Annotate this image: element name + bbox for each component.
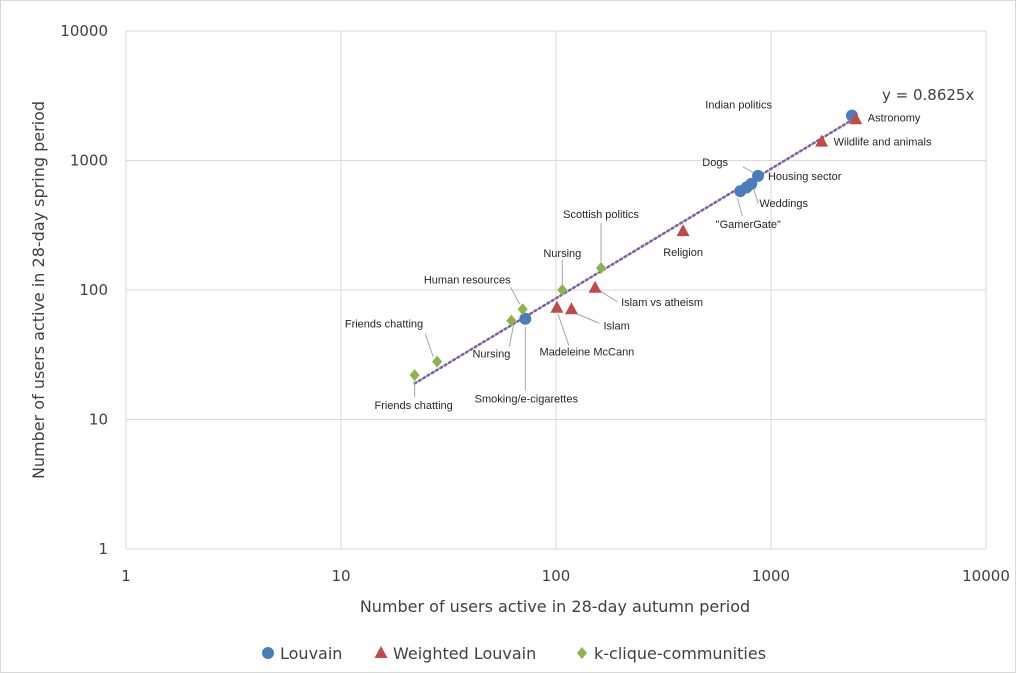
x-axis-title: Number of users active in 28-day autumn … <box>360 597 750 616</box>
annotation-label: Astronomy <box>868 112 921 124</box>
trendline-group: y = 0.8625x <box>413 86 974 385</box>
annotation-label: Dogs <box>702 157 728 169</box>
k-clique-communities-point <box>409 369 420 382</box>
annotation-label: Islam vs atheism <box>621 297 703 309</box>
annotation-label: Wildlife and animals <box>834 137 932 149</box>
louvain-point <box>734 185 747 198</box>
legend-marker <box>374 646 388 658</box>
annotation-leader-line <box>508 325 514 347</box>
annotation-label: Religion <box>663 247 703 259</box>
annotations: Indian politics Astronomy Wildlife and ani… <box>345 100 932 413</box>
annotation-label: Smoking/e-cigarettes <box>475 394 579 406</box>
trendline <box>413 116 858 385</box>
x-tick-label: 10000 <box>962 567 1010 585</box>
annotation-leader-line <box>424 333 434 357</box>
annotation-label: Housing sector <box>768 171 842 183</box>
trendline-equation: y = 0.8625x <box>882 86 974 104</box>
k-clique-communities-point <box>517 303 528 316</box>
x-tick-label: 10 <box>331 567 350 585</box>
y-tick-label: 1000 <box>70 152 108 170</box>
annotation-leader-line <box>742 166 755 174</box>
annotation-label: Indian politics <box>705 100 772 112</box>
annotation-label: Nursing <box>543 248 581 260</box>
annotation-label: Friends chatting <box>374 400 452 412</box>
legend-label: Weighted Louvain <box>393 644 536 663</box>
annotation-label: Nursing <box>472 349 510 361</box>
legend-label: Louvain <box>280 644 342 663</box>
annotation-leaders <box>414 166 759 398</box>
legend-label: k-clique-communities <box>594 644 766 663</box>
louvain-point <box>751 169 764 182</box>
annotation-leader-line <box>736 198 743 217</box>
louvain-point <box>519 312 532 325</box>
annotation-label: Islam <box>603 320 629 332</box>
annotation-label: "GamerGate" <box>716 219 781 231</box>
x-tick-label: 1000 <box>752 567 790 585</box>
annotation-leader-line <box>510 287 521 305</box>
weighted-louvain-point <box>550 300 564 313</box>
annotation-leader-line <box>599 290 618 303</box>
k-clique-communities-point <box>596 261 607 274</box>
legend: Louvain Weighted Louvain k-clique-communit… <box>262 644 766 663</box>
legend-marker <box>577 647 587 659</box>
y-tick-label: 1 <box>98 540 108 558</box>
x-tick-label: 1 <box>121 567 131 585</box>
weighted-louvain-point <box>588 280 602 293</box>
y-axis-title: Number of users active in 28-day spring … <box>29 101 48 479</box>
y-tick-label: 100 <box>79 281 108 299</box>
annotation-leader-line <box>575 312 600 324</box>
weighted-louvain-point <box>849 112 863 125</box>
k-clique-communities-point <box>506 314 517 327</box>
annotation-label: Madeleine McCann <box>540 347 635 359</box>
annotation-label: Human resources <box>424 274 511 286</box>
data-points <box>409 109 863 382</box>
annotation-label: Weddings <box>759 198 808 210</box>
x-tick-label: 100 <box>542 567 571 585</box>
annotation-label: Scottish politics <box>563 209 639 221</box>
annotation-label: Friends chatting <box>345 319 423 331</box>
y-tick-label: 10 <box>89 411 108 429</box>
grid <box>125 30 987 550</box>
tick-labels: 1 10 100 1000 10000 1 10 100 1000 10000 <box>60 22 1010 585</box>
legend-marker <box>262 647 274 659</box>
k-clique-communities-point <box>557 284 568 296</box>
k-clique-communities-point <box>432 355 443 368</box>
y-tick-label: 10000 <box>60 22 108 40</box>
annotation-leader-line <box>752 187 759 205</box>
weighted-louvain-point <box>815 134 829 147</box>
weighted-louvain-point <box>564 302 578 315</box>
annotation-leader-line <box>557 313 570 346</box>
weighted-louvain-point <box>676 224 690 237</box>
